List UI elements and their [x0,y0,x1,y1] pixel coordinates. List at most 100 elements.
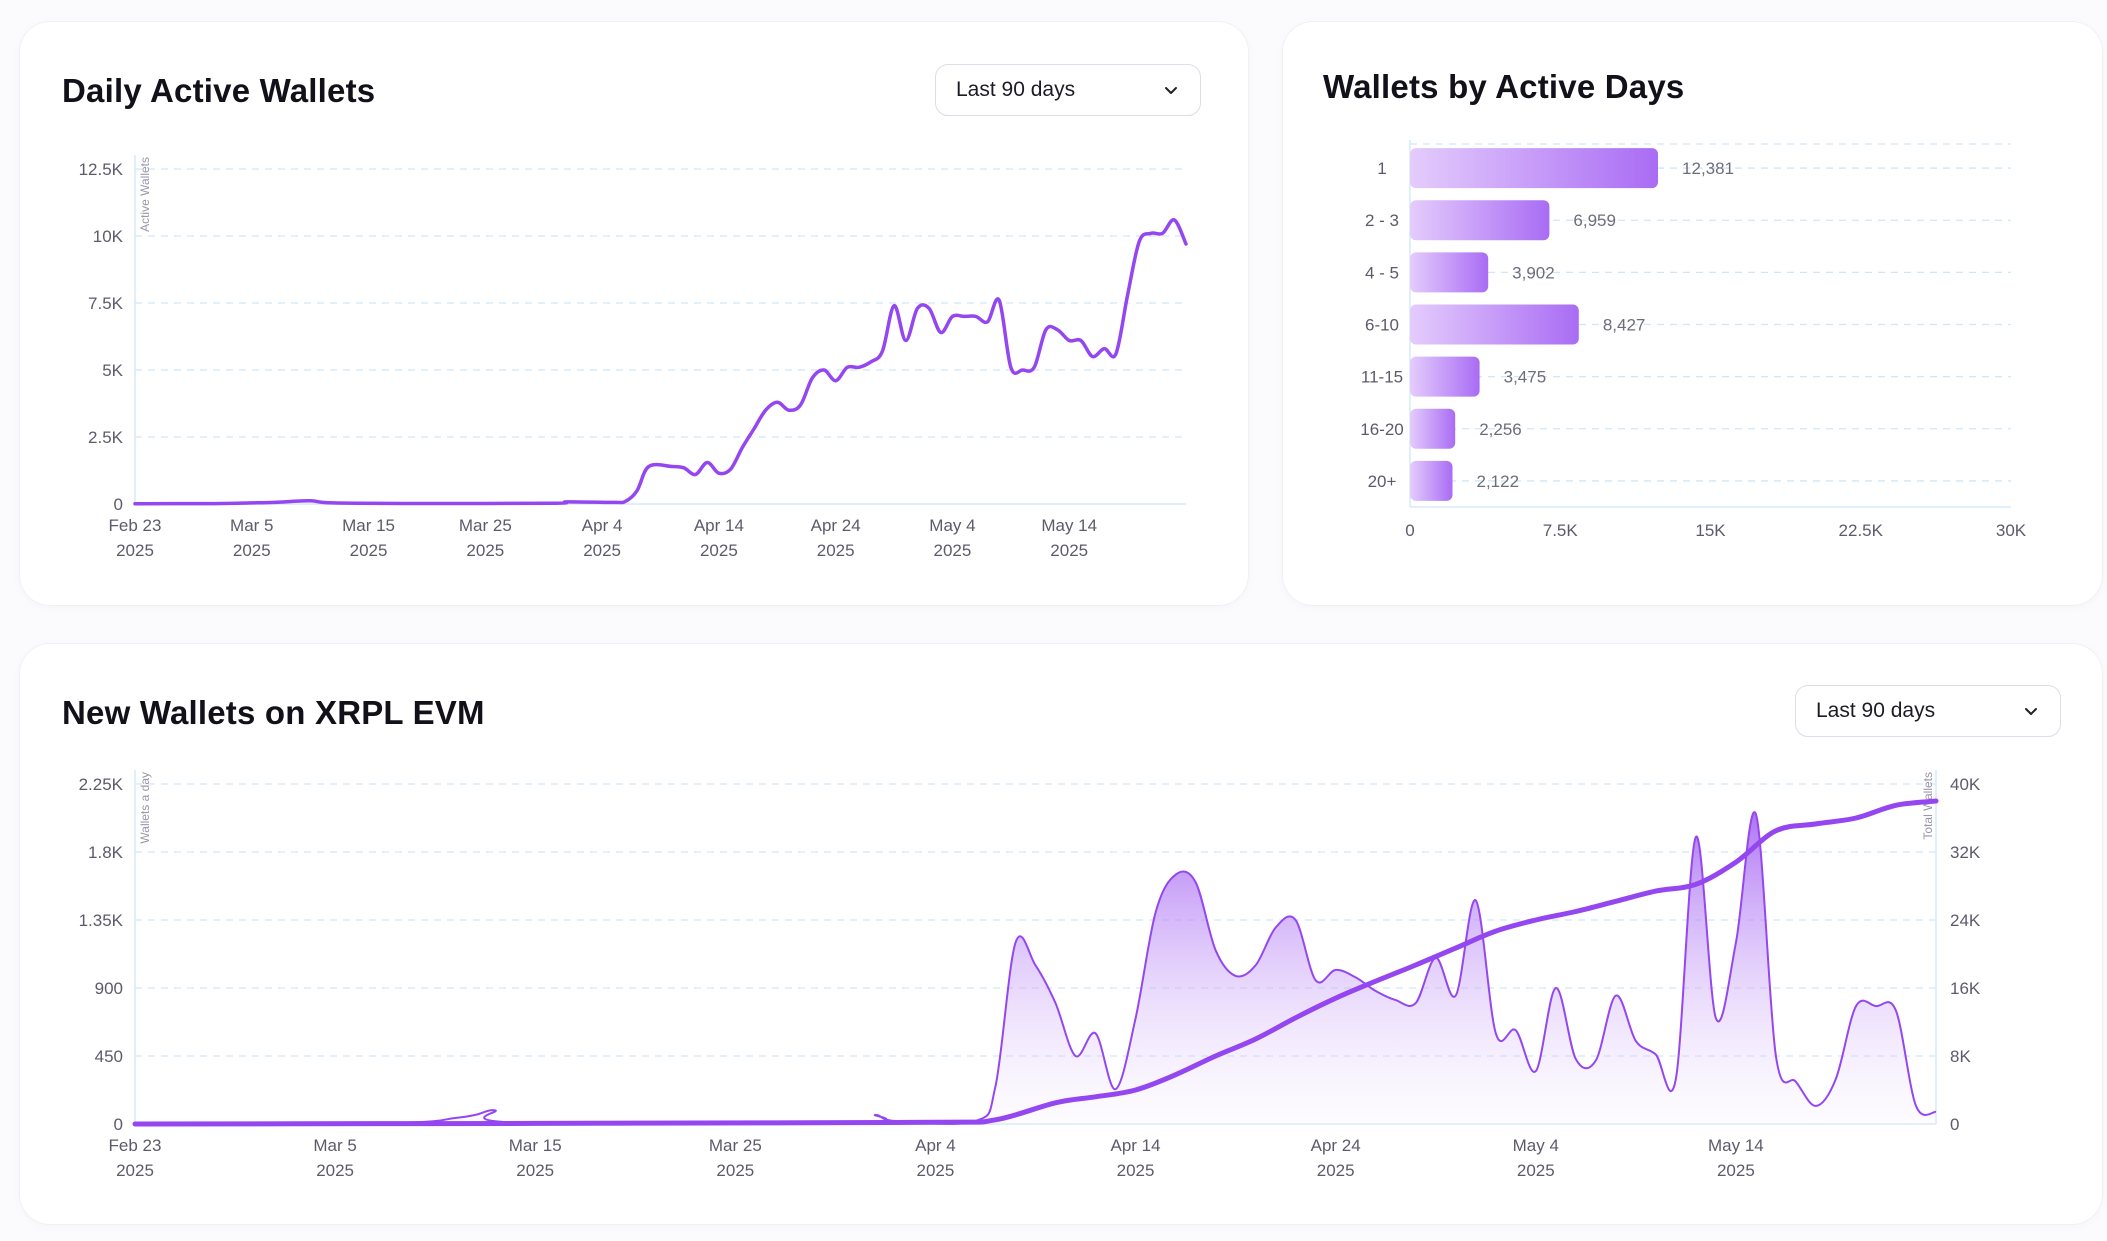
y-tick-label: 0 [114,1115,123,1134]
x-tick-year: 2025 [116,541,154,560]
x-tick-label: 15K [1695,521,1726,540]
category-label: 20+ [1368,472,1397,491]
x-tick-year: 2025 [233,541,271,560]
x-tick-label: Feb 23 [109,516,162,535]
y-tick-label: 2.5K [88,428,124,447]
x-tick-year: 2025 [1117,1161,1155,1180]
x-tick-year: 2025 [917,1161,955,1180]
y2-tick-label: 0 [1950,1115,1959,1134]
daily-active-wallets-card: Daily Active Wallets Last 90 days 0 2.5K 5… [20,22,1248,605]
x-tick-year: 2025 [700,541,738,560]
y-axis-title: Active Wallets [138,157,152,232]
y-tick-label: 5K [102,361,123,380]
y2-tick-label: 16K [1950,979,1981,998]
new-wallets-range-label: Last 90 days [1816,699,1936,722]
y2-tick-label: 8K [1950,1047,1971,1066]
category-label: 16-20 [1360,420,1403,439]
x-tick-label: Apr 14 [694,516,744,535]
x-tick-year: 2025 [1050,541,1088,560]
y-tick-label: 10K [93,227,124,246]
wallets-by-active-days-title: Wallets by Active Days [1323,68,1685,105]
x-tick-year: 2025 [116,1161,154,1180]
x-tick-year: 2025 [1517,1161,1555,1180]
new-wallets-title: New Wallets on XRPL EVM [62,694,485,731]
daily-active-wallets-chart: 0 2.5K 5K 7.5K 10K 12.5K Feb 23 2025 Mar 5 2025 Ma… [79,155,1188,560]
x-tick-label: 30K [1996,521,2027,540]
x-tick-year: 2025 [716,1161,754,1180]
x-tick-label: Mar 25 [459,516,512,535]
x-tick-label: Apr 4 [582,516,623,535]
wallets-by-active-days-card: Wallets by Active Days 1 12,381 2 - 3 6,959… [1283,22,2102,605]
y-tick-label: 2.25K [79,775,124,794]
x-tick-year: 2025 [583,541,621,560]
x-tick-label: Mar 25 [709,1136,762,1155]
y2-axis-title: Total Wallets [1921,772,1935,840]
y-tick-label: 1.35K [79,911,124,930]
series-area-daily-new-wallets [135,812,1936,1124]
bar-value-label: 2,122 [1477,472,1520,491]
bar-value-label: 12,381 [1682,159,1734,178]
series-line-active-wallets [133,218,1188,506]
x-tick-year: 2025 [350,541,388,560]
x-tick-year: 2025 [316,1161,354,1180]
x-tick-label: May 14 [1708,1136,1764,1155]
x-tick-label: 7.5K [1543,521,1579,540]
chevron-down-icon [1164,82,1180,98]
x-tick-label: Apr 4 [915,1136,956,1155]
x-tick-label: May 14 [1041,516,1097,535]
chevron-down-icon [2024,703,2040,719]
y-tick-label: 7.5K [88,294,124,313]
bar [1410,408,1456,449]
category-label: 11-15 [1361,368,1403,387]
x-tick-label: Apr 24 [811,516,861,535]
x-tick-year: 2025 [934,541,972,560]
x-tick-label: 0 [1405,521,1414,540]
bar-value-label: 6,959 [1573,211,1616,230]
new-wallets-chart: 0 450 900 1.35K 1.8K 2.25K 0 8K 16K 24K 32K 40K Feb … [79,770,1981,1180]
bar-value-label: 2,256 [1479,420,1522,439]
x-tick-label: Mar 5 [313,1136,356,1155]
y2-tick-label: 40K [1950,775,1981,794]
y-tick-label: 900 [95,979,123,998]
x-tick-label: Mar 15 [509,1136,562,1155]
y-tick-label: 1.8K [88,843,124,862]
y-tick-label: 0 [114,495,123,514]
bar [1410,200,1550,241]
x-tick-label: Apr 24 [1311,1136,1361,1155]
x-tick-label: May 4 [1513,1136,1559,1155]
bar-value-label: 8,427 [1603,316,1646,335]
x-tick-label: May 4 [929,516,975,535]
category-label: 2 - 3 [1365,211,1399,230]
x-tick-year: 2025 [516,1161,554,1180]
new-wallets-range-dropdown[interactable]: Last 90 days [1795,685,2061,737]
bar-value-label: 3,475 [1504,368,1547,387]
bar [1410,148,1658,189]
x-tick-year: 2025 [1317,1161,1355,1180]
series-line-total-wallets [132,798,1939,1127]
y2-tick-label: 24K [1950,911,1981,930]
y-axis-title: Wallets a day [138,772,152,844]
daily-range-label: Last 90 days [956,78,1076,101]
category-label: 6-10 [1365,316,1399,335]
y-tick-label: 12.5K [79,160,124,179]
x-tick-label: Mar 5 [230,516,273,535]
x-tick-year: 2025 [817,541,855,560]
y-tick-label: 450 [95,1047,123,1066]
bar [1410,304,1579,345]
x-tick-year: 2025 [466,541,504,560]
y2-tick-label: 32K [1950,843,1981,862]
new-wallets-card: New Wallets on XRPL EVM Last 90 days 0 45… [20,644,2102,1224]
wallets-by-active-days-chart: 1 12,381 2 - 3 6,959 4 - 5 3,902 6-10 8,427 11-1… [1360,140,2027,540]
category-label: 1 [1377,159,1386,178]
x-tick-year: 2025 [1717,1161,1755,1180]
bar [1410,356,1480,397]
category-label: 4 - 5 [1365,263,1399,282]
bar-value-label: 3,902 [1512,263,1555,282]
bar [1410,460,1453,501]
x-tick-label: Feb 23 [109,1136,162,1155]
x-tick-label: Apr 14 [1111,1136,1161,1155]
bar [1410,252,1489,293]
daily-active-wallets-title: Daily Active Wallets [62,72,376,109]
daily-range-dropdown[interactable]: Last 90 days [935,64,1201,116]
x-tick-label: Mar 15 [342,516,395,535]
